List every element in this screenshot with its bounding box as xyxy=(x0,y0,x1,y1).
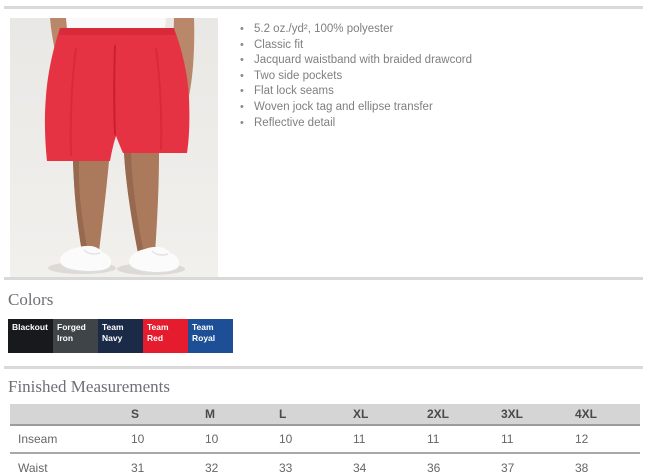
row-label: Inseam xyxy=(10,425,122,454)
measurement-value: 10 xyxy=(270,425,344,454)
size-column-header: 4XL xyxy=(566,404,640,426)
measurement-value: 31 xyxy=(131,460,145,474)
color-swatch-team-navy[interactable]: Team Navy xyxy=(98,319,143,353)
table-row-inseam: Inseam 10 10 10 11 11 11 12 xyxy=(10,425,640,454)
measurements-section-divider xyxy=(4,366,643,369)
feature-item: Classic fit xyxy=(240,38,472,54)
measurements-heading: Finished Measurements xyxy=(8,377,170,396)
measurement-value: 12 xyxy=(566,425,640,454)
size-column-header: 2XL xyxy=(418,404,492,426)
color-swatch-team-royal[interactable]: Team Royal xyxy=(188,319,233,353)
measurements-table: S M L XL 2XL 3XL 4XL Inseam 10 10 10 11 … xyxy=(10,404,640,474)
product-overview: 5.2 oz./yd², 100% polyester Classic fit … xyxy=(0,9,647,277)
measurements-header-row: S M L XL 2XL 3XL 4XL xyxy=(10,404,640,426)
size-column-header: S xyxy=(122,404,196,426)
size-column-header: 3XL xyxy=(492,404,566,426)
colors-heading: Colors xyxy=(8,290,54,309)
measurement-value: 33 xyxy=(279,460,293,474)
color-swatch-team-red[interactable]: Team Red xyxy=(143,319,188,353)
color-swatch-forged-iron[interactable]: Forged Iron xyxy=(53,319,98,353)
measurement-value: 34 xyxy=(353,460,367,474)
measurement-value: 38 xyxy=(575,460,589,474)
color-swatch-blackout[interactable]: Blackout xyxy=(8,319,53,353)
size-column-header xyxy=(10,404,122,426)
color-swatch-label: Forged Iron xyxy=(57,322,86,343)
measurement-value: 37 xyxy=(501,460,515,474)
top-divider xyxy=(4,6,643,9)
size-column-header: L xyxy=(270,404,344,426)
measurement-value: 11 xyxy=(418,425,492,454)
feature-item: Jacquard waistband with braided drawcord xyxy=(240,53,472,69)
color-swatch-label: Team Royal xyxy=(192,322,216,343)
product-image[interactable] xyxy=(10,18,218,277)
row-label: Waist xyxy=(18,460,48,474)
feature-item: 5.2 oz./yd², 100% polyester xyxy=(240,22,472,38)
feature-item: Woven jock tag and ellipse transfer xyxy=(240,100,472,116)
feature-item: Reflective detail xyxy=(240,116,472,132)
feature-list: 5.2 oz./yd², 100% polyester Classic fit … xyxy=(240,18,472,277)
color-swatch-row: Blackout Forged Iron Team Navy Team Red … xyxy=(8,319,647,353)
measurement-value: 11 xyxy=(492,425,566,454)
color-swatch-label: Blackout xyxy=(12,322,48,332)
table-row-waist: Waist 31 32 33 34 36 37 38 xyxy=(10,453,640,474)
measurement-value: 11 xyxy=(344,425,418,454)
measurement-value: 10 xyxy=(196,425,270,454)
measurement-value: 10 xyxy=(122,425,196,454)
size-column-header: M xyxy=(196,404,270,426)
color-swatch-label: Team Red xyxy=(147,322,169,343)
product-photo-illustration xyxy=(10,18,218,277)
measurement-value: 36 xyxy=(427,460,441,474)
measurement-value: 32 xyxy=(205,460,219,474)
size-column-header: XL xyxy=(344,404,418,426)
feature-item: Flat lock seams xyxy=(240,84,472,100)
feature-item: Two side pockets xyxy=(240,69,472,85)
colors-section-divider xyxy=(4,277,643,280)
color-swatch-label: Team Navy xyxy=(102,322,124,343)
